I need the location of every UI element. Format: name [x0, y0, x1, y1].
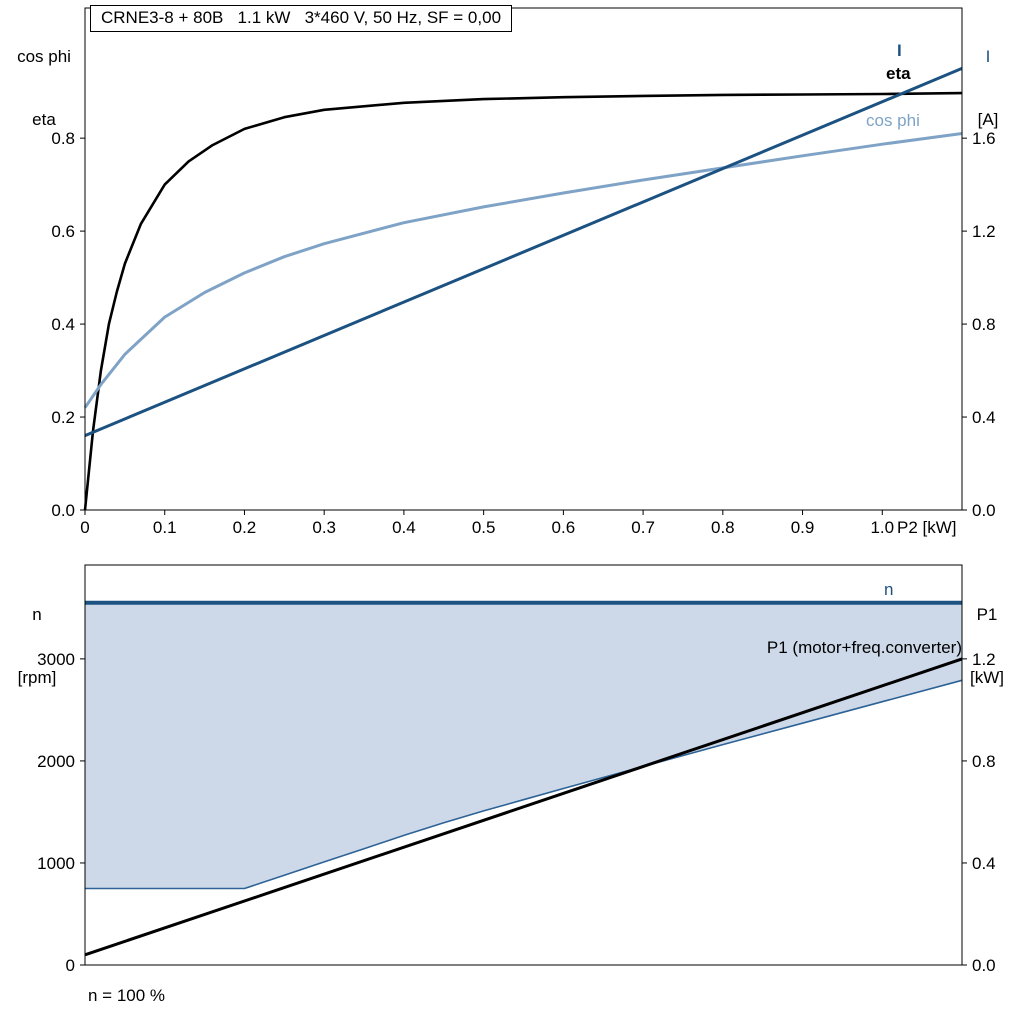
curve-label-speed: n [884, 580, 894, 599]
tick-label: 1.0 [870, 518, 894, 537]
tick-label: 0.7 [631, 518, 655, 537]
series-cos-phi [83, 132, 963, 409]
plot-frame [84, 7, 963, 511]
series-p1-motor-freq-converter [84, 657, 963, 957]
tick-label: 0.9 [791, 518, 815, 537]
tick-label: 0.0 [972, 501, 996, 520]
tick-label: 0.0 [972, 956, 996, 975]
tick-label: 0.4 [392, 518, 416, 537]
curve-label-current: I [897, 41, 902, 60]
curve-label-cos-phi: cos phi [866, 111, 920, 130]
axis-label-current: I [985, 47, 991, 66]
tick-label: 0 [80, 518, 89, 537]
tick-label: 0.8 [711, 518, 735, 537]
axis-label-speed-unit: [rpm] [17, 668, 57, 687]
tick-label: 0.2 [51, 408, 75, 427]
speed-percentage-note: n = 100 % [88, 986, 166, 1005]
tick-label: 1.6 [972, 129, 996, 148]
tick-label: 0.2 [233, 518, 257, 537]
x-axis-label: P2 [kW] [897, 518, 957, 537]
series-eta [83, 91, 963, 511]
tick-label: 1.2 [972, 650, 996, 669]
tick-label: 0.4 [972, 854, 996, 873]
tick-label: 0.6 [552, 518, 576, 537]
tick-label: 0.0 [51, 501, 75, 520]
axis-label-current-unit: [A] [977, 110, 999, 129]
curve-label-eta: eta [886, 64, 911, 83]
tick-label: 0 [66, 956, 75, 975]
tick-label: 0.8 [972, 752, 996, 771]
axis-label-cos-phi: cos phi [17, 47, 71, 66]
top-left-axis-label: cos phi eta [6, 4, 82, 172]
curve-label-p1: P1 (motor+freq.converter) [766, 638, 962, 657]
tick-label: 0.4 [51, 315, 75, 334]
tick-label: 0.8 [972, 315, 996, 334]
tick-label: 1.2 [972, 222, 996, 241]
axis-label-eta: eta [32, 110, 56, 129]
speed-range-fill [85, 602, 962, 889]
tick-label: 0.3 [312, 518, 336, 537]
series-i [84, 67, 963, 437]
axis-label-p1: P1 [976, 605, 998, 624]
tick-label: 0.8 [51, 129, 75, 148]
tick-label: 3000 [37, 650, 75, 669]
top-right-axis-label: I [A] [960, 4, 1016, 172]
tick-label: 0.1 [153, 518, 177, 537]
plot-frame [84, 564, 963, 966]
series-n-min-boundary [85, 679, 963, 890]
chart-title: CRNE3-8 + 80B 1.1 kW 3*460 V, 50 Hz, SF … [90, 5, 513, 32]
bottom-right-axis-label: P1 [kW] [958, 562, 1016, 730]
tick-label: 0.5 [472, 518, 496, 537]
bottom-left-axis-label: n [rpm] [6, 562, 68, 730]
axis-label-speed: n [32, 605, 42, 624]
axis-label-p1-unit: [kW] [970, 668, 1004, 687]
tick-label: 1000 [37, 854, 75, 873]
tick-label: 0.4 [972, 408, 996, 427]
tick-label: 2000 [37, 752, 75, 771]
tick-label: 0.6 [51, 222, 75, 241]
